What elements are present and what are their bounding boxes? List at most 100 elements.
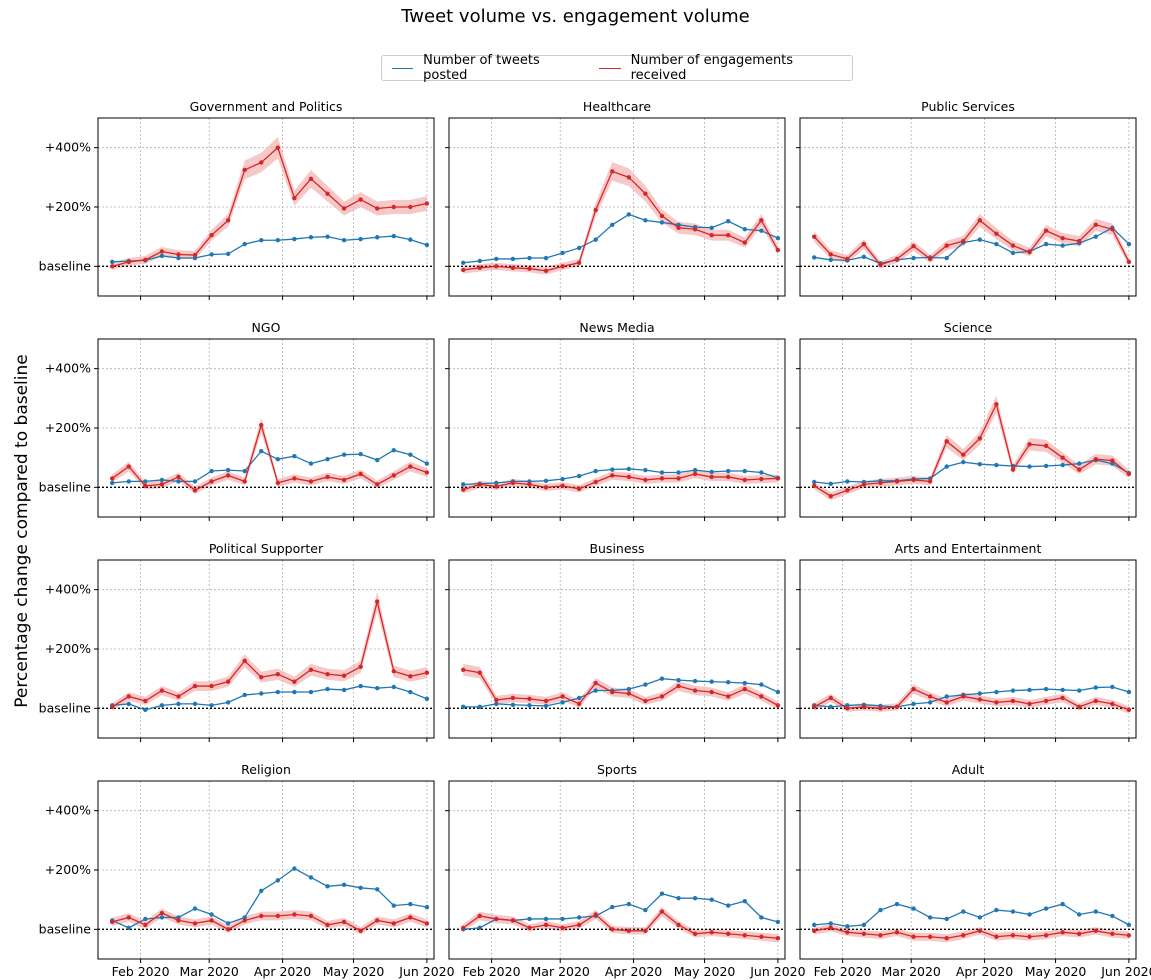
data-point-tweets [742,227,747,232]
data-point-engagements [275,480,281,486]
data-point-tweets [560,916,565,922]
data-point-tweets [742,468,747,474]
data-point-engagements [292,195,297,201]
data-point-engagements [375,599,380,604]
data-point-tweets [576,473,582,479]
data-point-engagements [325,474,330,480]
data-point-engagements [593,207,598,213]
data-point-tweets [643,682,648,687]
data-point-engagements [477,265,482,271]
data-point-tweets [477,925,482,931]
series-line-tweets [112,235,428,263]
panel-political-supporter: Political Supporter baseline +200% +400% [39,541,435,742]
data-point-tweets [676,470,681,475]
data-point-engagements [576,486,582,492]
data-point-tweets [341,238,347,243]
x-tick-label: Feb 2020 [112,964,170,979]
data-point-tweets [576,915,582,920]
data-point-tweets [878,907,883,913]
data-point-engagements [527,925,532,931]
data-point-engagements [742,933,747,938]
data-point-engagements [543,698,549,704]
data-point-tweets [209,703,214,708]
y-tick-label: +400% [45,140,91,155]
data-point-engagements [1027,934,1032,939]
data-point-engagements [341,673,347,678]
data-point-tweets [375,887,380,892]
data-point-tweets [610,904,615,910]
data-point-engagements [225,473,231,478]
data-point-engagements [709,689,714,695]
data-point-tweets [275,878,281,883]
data-point-tweets [1077,461,1082,466]
data-point-tweets [143,479,148,484]
data-point-tweets [692,678,698,684]
y-tick-label: baseline [39,258,92,273]
series-line-engagements [813,219,1130,266]
data-point-engagements [1043,443,1049,448]
data-point-tweets [325,884,330,889]
data-point-engagements [759,218,764,223]
data-point-tweets [375,685,380,691]
panel-religion: Religion baseline +200% +400% Feb 2020 Mar 20… [39,762,455,979]
data-point-engagements [275,913,281,919]
panel-title: Arts and Entertainment [895,541,1042,556]
series-line-engagements [463,669,779,706]
data-point-engagements [861,704,867,710]
data-point-tweets [676,895,681,901]
data-point-tweets [1060,687,1065,693]
data-point-tweets [994,462,999,468]
data-point-tweets [1027,912,1032,917]
data-point-engagements [341,919,347,925]
data-point-tweets [126,925,131,931]
data-point-tweets [225,700,231,705]
data-point-engagements [911,686,916,692]
data-point-tweets [242,692,247,698]
data-point-engagements [610,689,615,695]
y-tick-label: +200% [45,199,91,214]
data-point-tweets [424,696,430,702]
data-point-engagements [676,225,681,230]
data-point-tweets [292,453,297,459]
data-point-engagements [375,482,380,487]
data-point-engagements [1110,227,1115,232]
data-point-tweets [308,461,314,466]
panel-title: Government and Politics [190,99,343,114]
data-point-tweets [408,901,413,907]
data-point-engagements [494,264,499,269]
data-point-engagements [775,936,781,941]
panel-adult: Adult Feb 2020 Mar 2020 Apr 2020 May 2020 Jun… [796,762,1151,979]
data-point-engagements [775,703,781,708]
data-point-engagements [143,922,148,928]
data-point-tweets [375,235,380,240]
data-point-tweets [726,468,731,474]
data-point-engagements [424,201,430,206]
data-point-tweets [391,233,396,239]
data-point-engagements [543,922,549,928]
series-line-tweets [463,468,779,486]
data-point-tweets [994,689,999,695]
data-point-engagements [643,928,648,934]
data-point-engagements [308,667,314,672]
data-point-tweets [408,237,413,242]
panel-title: Business [589,541,644,556]
data-point-engagements [845,930,850,935]
data-point-tweets [659,891,665,896]
x-tick-label: Feb 2020 [814,964,872,979]
data-point-tweets [643,467,648,473]
data-point-tweets [424,461,430,466]
data-point-tweets [358,451,363,457]
data-point-engagements [994,231,999,236]
data-point-engagements [878,480,883,486]
data-point-engagements [811,483,817,489]
data-point-engagements [1027,442,1032,447]
data-point-engagements [1027,701,1032,707]
data-point-engagements [927,256,933,262]
data-point-engagements [811,928,817,934]
data-point-engagements [775,476,781,481]
data-point-engagements [726,931,731,936]
data-point-tweets [176,479,181,484]
data-point-tweets [1077,912,1082,917]
data-point-engagements [126,464,131,469]
data-point-engagements [209,479,214,484]
